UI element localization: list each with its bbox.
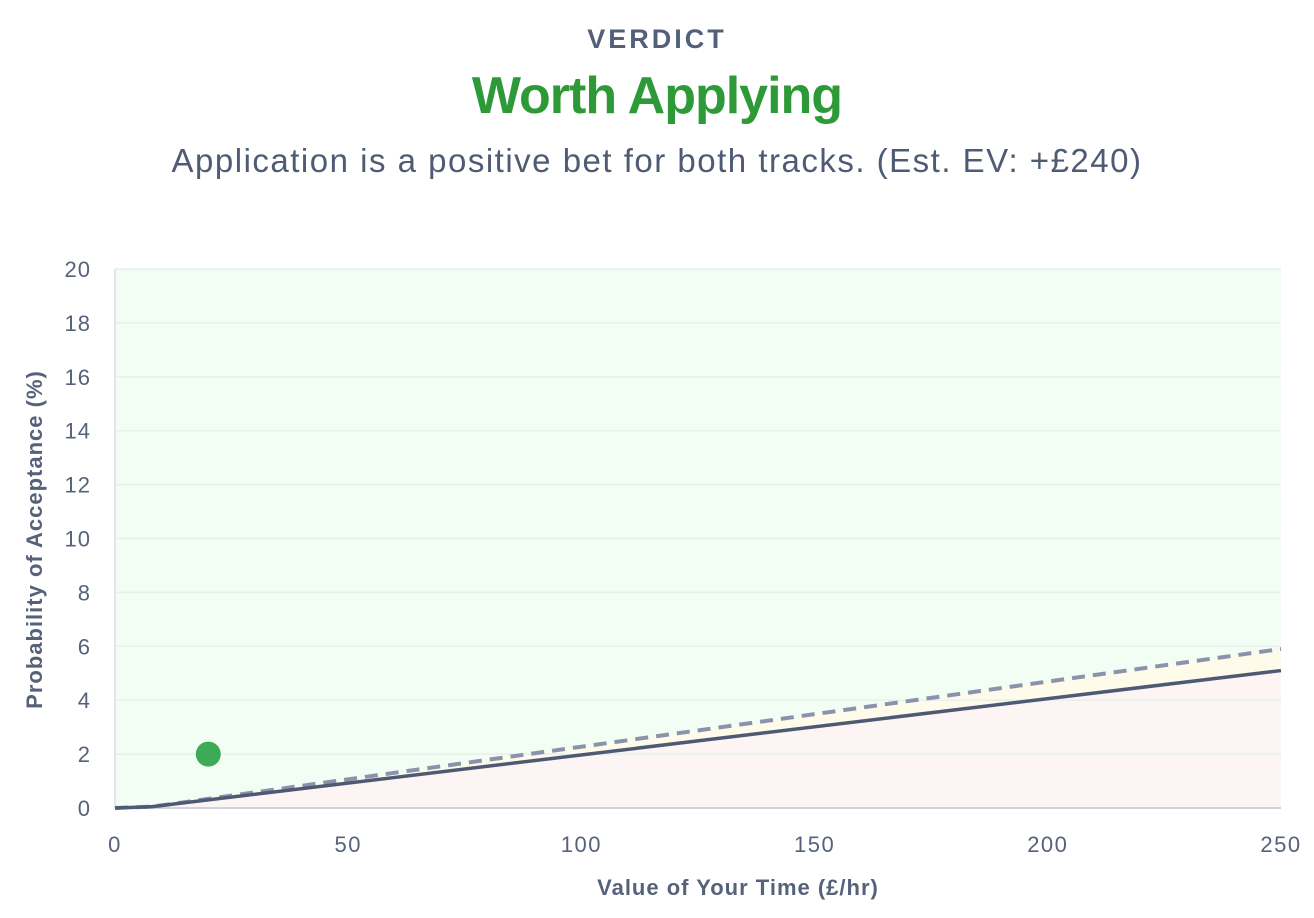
y-tick-label: 16 xyxy=(65,365,91,390)
y-tick-label: 0 xyxy=(78,796,91,821)
verdict-eyebrow: VERDICT xyxy=(587,24,727,54)
current-position-point xyxy=(195,741,221,767)
x-tick-label: 100 xyxy=(561,832,602,857)
y-axis-title: Probability of Acceptance (%) xyxy=(22,370,47,709)
y-tick-label: 2 xyxy=(78,742,91,767)
y-tick-label: 10 xyxy=(65,527,91,552)
y-tick-label: 20 xyxy=(65,257,91,282)
negative-region xyxy=(115,670,1281,808)
y-tick-label: 14 xyxy=(65,419,91,444)
x-tick-label: 50 xyxy=(334,832,361,857)
x-axis-title: Value of Your Time (£/hr) xyxy=(597,875,879,900)
y-tick-label: 8 xyxy=(78,580,91,605)
x-tick-label: 250 xyxy=(1260,832,1301,857)
solid-threshold-line xyxy=(114,668,1282,810)
x-tick-label: 200 xyxy=(1027,832,1068,857)
verdict-title: Worth Applying xyxy=(471,67,843,125)
y-tick-label: 18 xyxy=(65,311,91,336)
y-tick-label: 12 xyxy=(65,473,91,498)
y-tick-label: 6 xyxy=(78,634,91,659)
y-tick-label: 4 xyxy=(78,688,91,713)
verdict-summary: Application is a positive bet for both t… xyxy=(171,142,1143,179)
x-tick-label: 150 xyxy=(794,832,835,857)
x-tick-label: 0 xyxy=(108,832,122,857)
